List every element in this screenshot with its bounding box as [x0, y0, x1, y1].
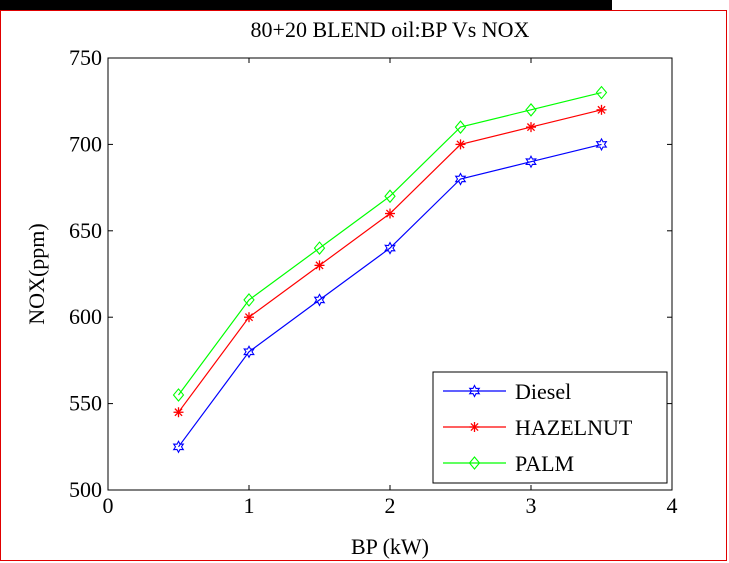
x-tick-label: 3 [526, 493, 537, 518]
y-tick-label: 700 [69, 131, 102, 156]
axis-ticks: 0 1 2 3 4 500 550 600 650 700 750 [69, 45, 678, 518]
data-point-palm [525, 102, 537, 117]
data-point-hazelnut [596, 104, 607, 115]
y-tick-label: 750 [69, 45, 102, 70]
data-point-palm [172, 388, 185, 402]
data-point-hazelnut [244, 312, 254, 323]
data-point-palm [313, 241, 326, 255]
data-point-hazelnut [314, 260, 325, 271]
y-tick-label: 650 [69, 218, 102, 243]
y-axis-label: NOX(ppm) [24, 223, 49, 324]
legend-label-hazelnut: HAZELNUT [515, 415, 633, 440]
data-point-palm [384, 189, 396, 204]
legend-label-palm: PALM [515, 451, 574, 476]
chart-title: 80+20 BLEND oil:BP Vs NOX [251, 17, 530, 42]
y-tick-label: 550 [69, 391, 102, 416]
x-tick-label: 0 [103, 493, 114, 518]
figure-frame [0, 10, 727, 561]
series-line-palm [178, 92, 602, 396]
data-point-hazelnut [385, 208, 395, 219]
top-black-bar [0, 0, 612, 10]
y-tick-label: 600 [69, 304, 102, 329]
data-point-palm [595, 85, 608, 100]
data-point-diesel [595, 137, 608, 152]
series-markers [172, 85, 608, 454]
data-point-hazelnut [173, 407, 184, 418]
x-tick-label: 2 [385, 493, 396, 518]
legend-marker-hazelnut [469, 422, 480, 432]
y-tick-label: 500 [69, 477, 102, 502]
data-point-diesel [172, 440, 185, 454]
data-point-hazelnut [455, 139, 466, 150]
legend-marker-diesel [468, 384, 481, 398]
data-point-diesel [243, 345, 255, 359]
x-tick-label: 1 [244, 493, 255, 518]
data-point-palm [243, 293, 255, 307]
x-axis-label: BP (kW) [351, 534, 429, 559]
data-point-hazelnut [526, 122, 536, 133]
x-tick-label: 4 [667, 493, 678, 518]
series-line-diesel [178, 143, 602, 448]
data-point-diesel [313, 293, 326, 307]
data-point-palm [454, 120, 467, 134]
legend-marker-palm [468, 456, 481, 470]
legend-label-diesel: Diesel [515, 379, 571, 404]
data-point-diesel [525, 155, 537, 169]
data-point-diesel [384, 241, 396, 255]
data-point-diesel [454, 172, 467, 186]
legend: Diesel HAZELNUT PALM [432, 371, 668, 484]
